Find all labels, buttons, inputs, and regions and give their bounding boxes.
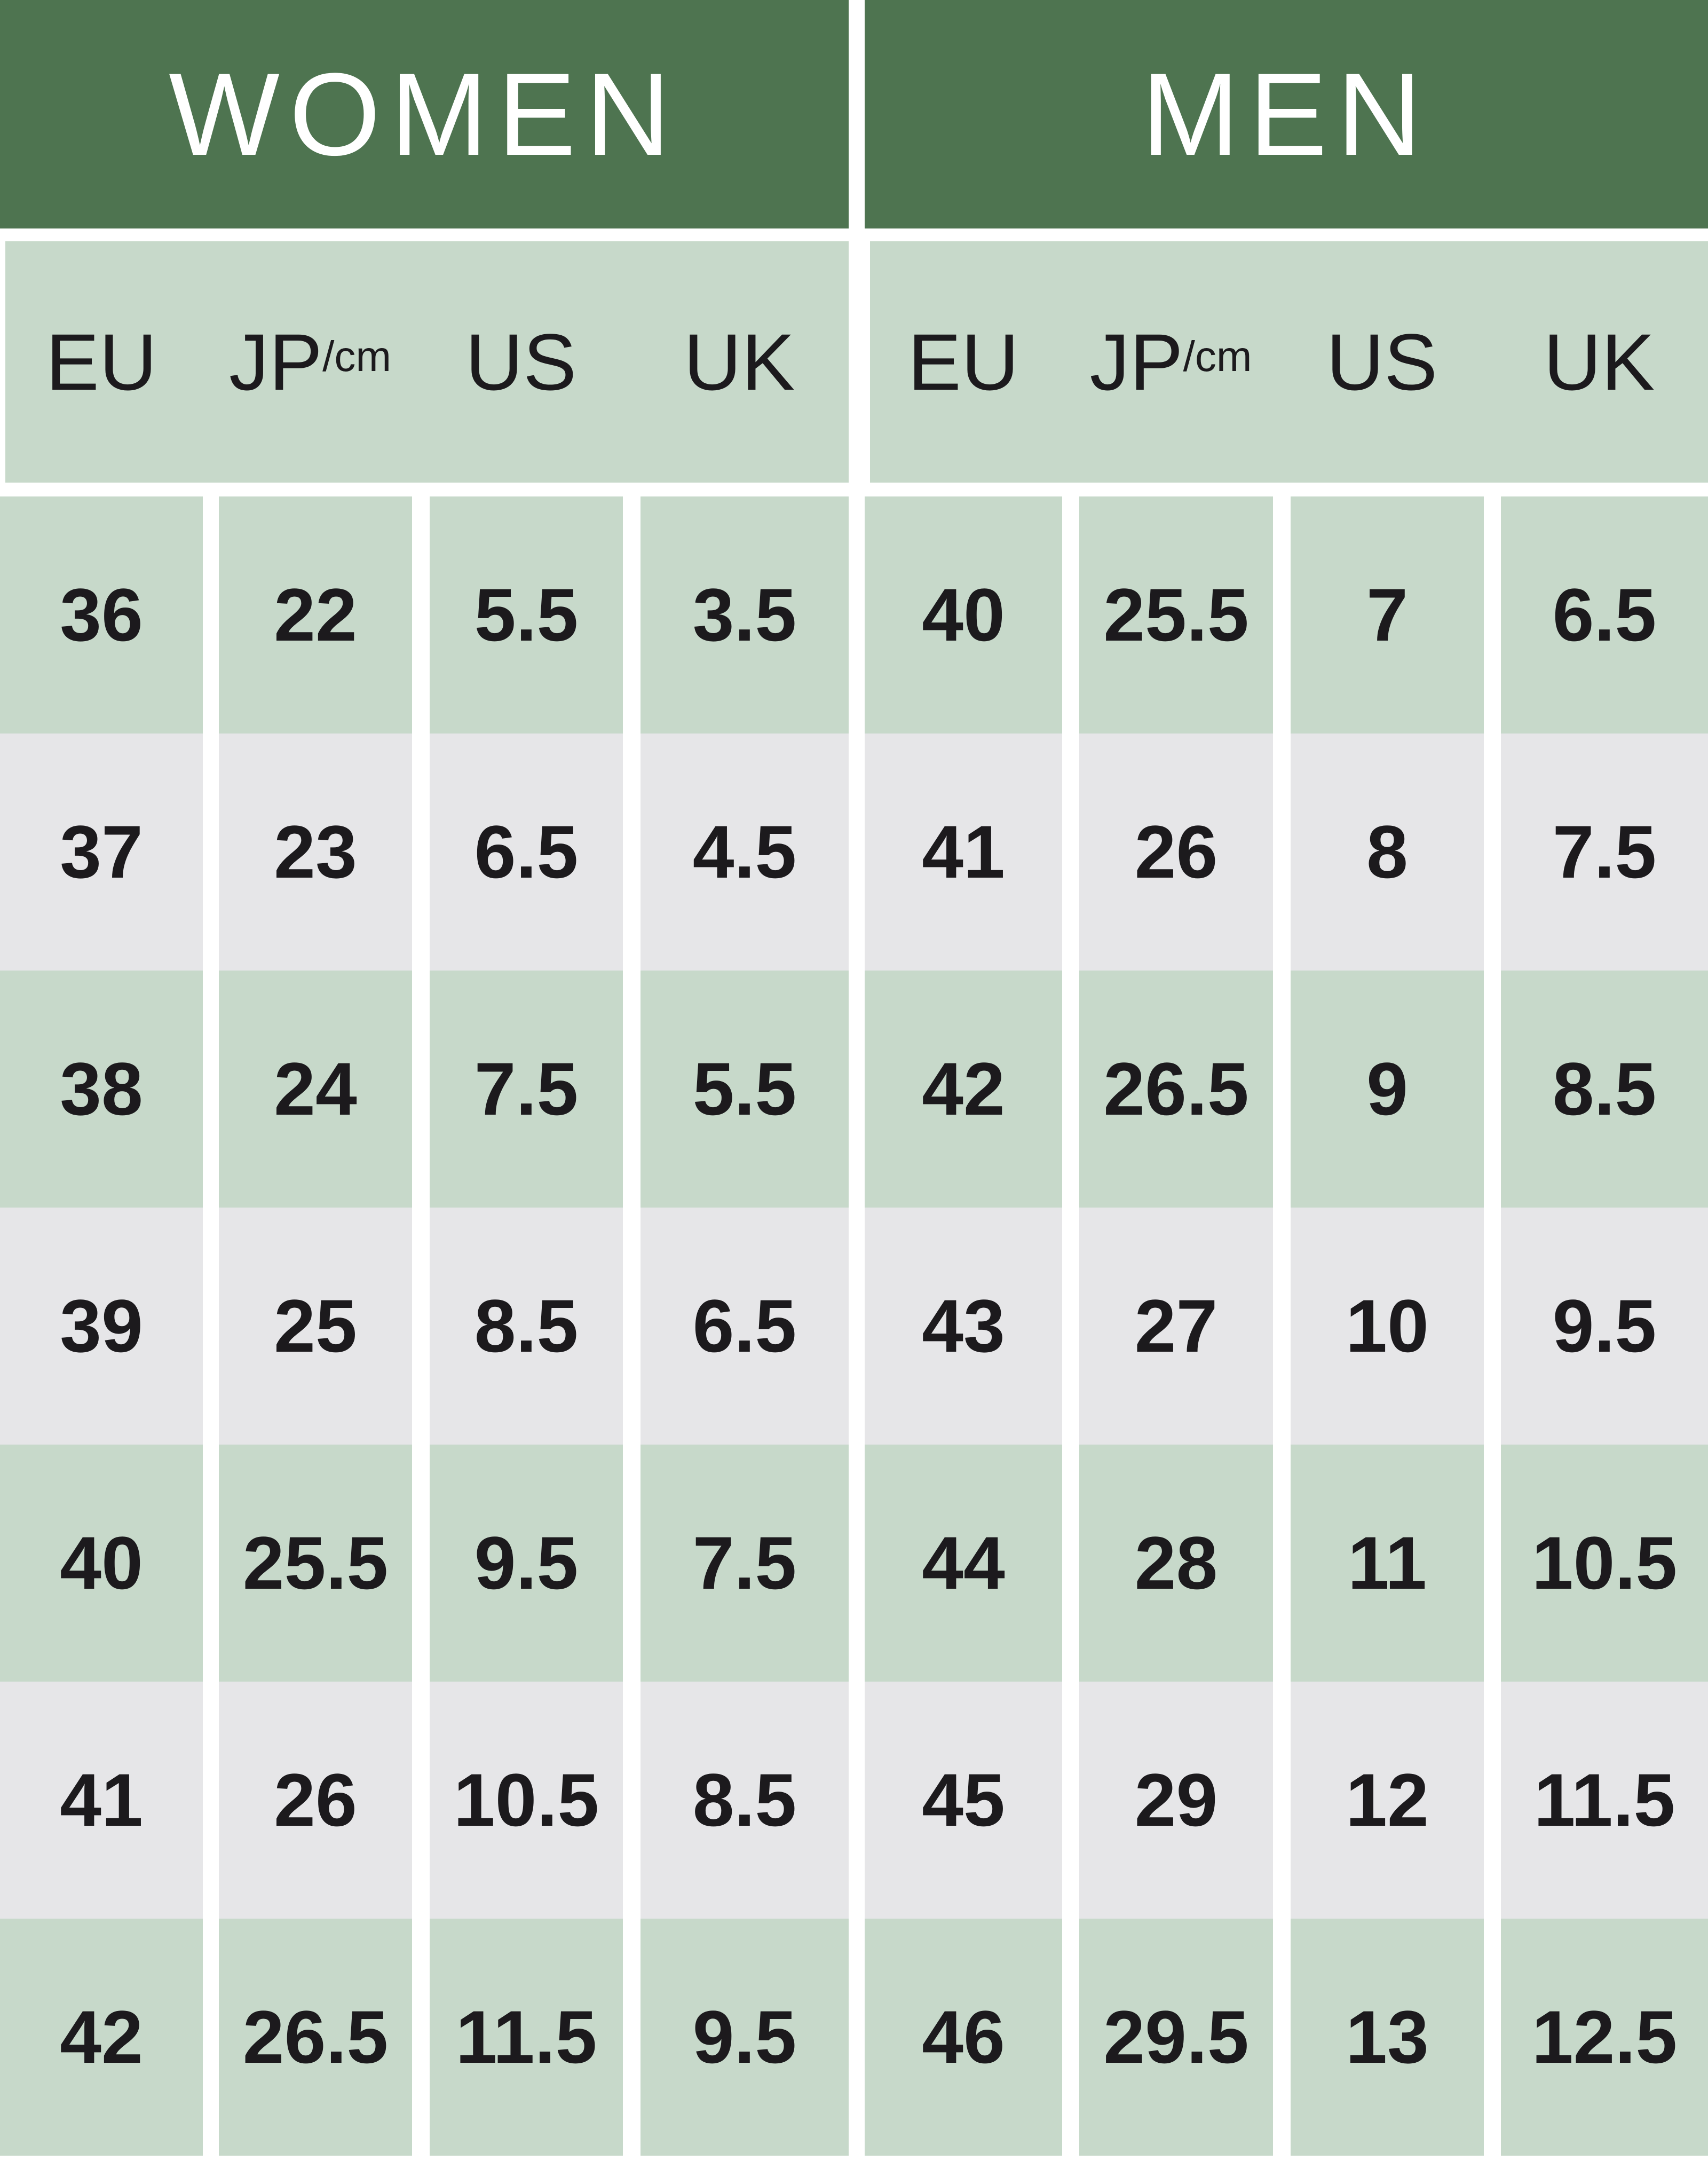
column-header-uk: UK bbox=[1496, 241, 1703, 483]
size-cell-uk: 6.5 bbox=[640, 1208, 849, 1445]
men-size-table: MEN EU JP/cm US UK 40 25.5 7 6.5 41 26 8 7.5 42 26.5 9 8… bbox=[865, 0, 1708, 2161]
size-cell-uk: 11.5 bbox=[1501, 1682, 1708, 1919]
size-cell-uk: 8.5 bbox=[1501, 971, 1708, 1208]
size-cell-uk: 7.5 bbox=[1501, 734, 1708, 971]
size-cell-eu: 40 bbox=[0, 1445, 203, 1682]
column-label: EU bbox=[45, 317, 157, 407]
size-cell-eu: 40 bbox=[865, 496, 1062, 734]
size-cell-jp: 26.5 bbox=[219, 1919, 412, 2156]
size-cell-eu: 44 bbox=[865, 1445, 1062, 1682]
column-header-jp: JP/cm bbox=[1074, 241, 1268, 483]
size-cell-us: 11.5 bbox=[430, 1919, 623, 2156]
size-cell-uk: 3.5 bbox=[640, 496, 849, 734]
size-cell-us: 5.5 bbox=[430, 496, 623, 734]
size-cell-us: 10 bbox=[1291, 1208, 1484, 1445]
table-title: MEN bbox=[865, 0, 1708, 228]
size-cell-jp: 26 bbox=[1079, 734, 1273, 971]
size-cell-us: 7 bbox=[1291, 496, 1484, 734]
size-cell-jp: 22 bbox=[219, 496, 412, 734]
size-cell-us: 6.5 bbox=[430, 734, 623, 971]
size-cell-eu: 39 bbox=[0, 1208, 203, 1445]
column-label: US bbox=[1326, 317, 1438, 407]
size-cell-us: 11 bbox=[1291, 1445, 1484, 1682]
size-cell-uk: 9.5 bbox=[640, 1919, 849, 2156]
size-cell-eu: 37 bbox=[0, 734, 203, 971]
size-cell-us: 10.5 bbox=[430, 1682, 623, 1919]
size-cell-eu: 38 bbox=[0, 971, 203, 1208]
size-cell-eu: 46 bbox=[865, 1919, 1062, 2156]
column-label: UK bbox=[1543, 317, 1655, 407]
table-title: WOMEN bbox=[0, 0, 849, 228]
size-cell-jp: 25.5 bbox=[219, 1445, 412, 1682]
size-cell-jp: 26 bbox=[219, 1682, 412, 1919]
size-cell-eu: 42 bbox=[0, 1919, 203, 2156]
column-header-row: EU JP/cm US UK bbox=[870, 241, 1708, 483]
size-cell-jp: 26.5 bbox=[1079, 971, 1273, 1208]
size-cell-jp: 25.5 bbox=[1079, 496, 1273, 734]
size-cell-jp: 23 bbox=[219, 734, 412, 971]
size-cell-uk: 7.5 bbox=[640, 1445, 849, 1682]
unit-label: /cm bbox=[1183, 333, 1252, 380]
column-label: EU bbox=[907, 317, 1019, 407]
column-label: US bbox=[465, 317, 577, 407]
size-cell-us: 7.5 bbox=[430, 971, 623, 1208]
size-cell-uk: 5.5 bbox=[640, 971, 849, 1208]
size-cell-eu: 36 bbox=[0, 496, 203, 734]
women-size-table: WOMEN EU JP/cm US UK 36 22 5.5 3.5 37 23 6.5 4.5 38 24… bbox=[0, 0, 849, 2161]
column-label: UK bbox=[683, 317, 795, 407]
size-cell-jp: 25 bbox=[219, 1208, 412, 1445]
size-cell-eu: 41 bbox=[0, 1682, 203, 1919]
column-header-eu: EU bbox=[865, 241, 1062, 483]
size-cell-us: 9 bbox=[1291, 971, 1484, 1208]
size-cell-us: 8.5 bbox=[430, 1208, 623, 1445]
size-cell-us: 12 bbox=[1291, 1682, 1484, 1919]
column-header-eu: EU bbox=[0, 241, 203, 483]
size-cell-uk: 10.5 bbox=[1501, 1445, 1708, 1682]
column-label: JP bbox=[1089, 317, 1183, 407]
size-cell-jp: 24 bbox=[219, 971, 412, 1208]
column-header-us: US bbox=[424, 241, 618, 483]
size-cell-uk: 9.5 bbox=[1501, 1208, 1708, 1445]
size-cell-uk: 6.5 bbox=[1501, 496, 1708, 734]
column-header-row: EU JP/cm US UK bbox=[5, 241, 849, 483]
size-cell-us: 9.5 bbox=[430, 1445, 623, 1682]
size-cell-us: 13 bbox=[1291, 1919, 1484, 2156]
size-cell-jp: 29 bbox=[1079, 1682, 1273, 1919]
size-cell-jp: 29.5 bbox=[1079, 1919, 1273, 2156]
size-cell-jp: 27 bbox=[1079, 1208, 1273, 1445]
size-cell-eu: 42 bbox=[865, 971, 1062, 1208]
unit-label: /cm bbox=[322, 333, 391, 380]
size-cell-us: 8 bbox=[1291, 734, 1484, 971]
size-cell-uk: 8.5 bbox=[640, 1682, 849, 1919]
column-header-us: US bbox=[1285, 241, 1478, 483]
size-cell-eu: 45 bbox=[865, 1682, 1062, 1919]
column-label: JP bbox=[229, 317, 323, 407]
size-cell-uk: 4.5 bbox=[640, 734, 849, 971]
size-cell-eu: 43 bbox=[865, 1208, 1062, 1445]
column-header-uk: UK bbox=[635, 241, 843, 483]
size-cell-eu: 41 bbox=[865, 734, 1062, 971]
size-cell-jp: 28 bbox=[1079, 1445, 1273, 1682]
column-header-jp: JP/cm bbox=[213, 241, 407, 483]
size-cell-uk: 12.5 bbox=[1501, 1919, 1708, 2156]
